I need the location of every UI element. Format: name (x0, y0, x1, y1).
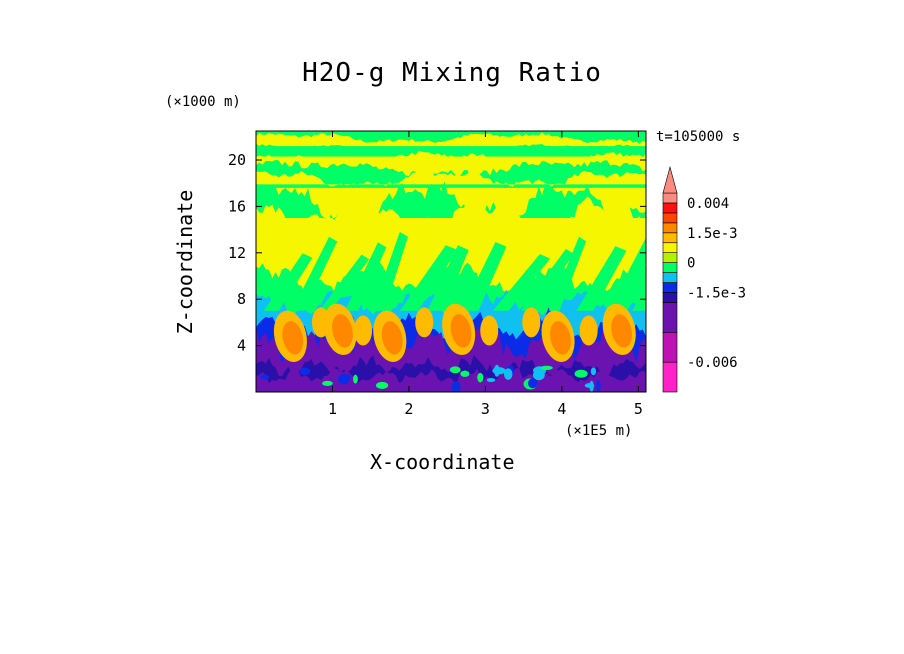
top-yellow-streak (256, 132, 646, 147)
plume-small (312, 307, 330, 338)
plume-core (550, 321, 571, 355)
green-finger (427, 245, 469, 311)
surface-speckle (322, 380, 333, 386)
colorbar-swatch (662, 192, 678, 204)
x-tick-label: 1 (328, 400, 337, 418)
colorbar-swatch (662, 242, 678, 253)
colorbar-label: -0.006 (687, 355, 738, 371)
surface-speckle (589, 380, 594, 392)
upper-green-streak (256, 143, 646, 157)
colorbar-swatch (662, 202, 678, 214)
x-axis-unit: (×1E5 m) (565, 423, 633, 439)
surface-speckle (299, 367, 311, 376)
surface-speckle (477, 372, 484, 383)
plume-small (354, 315, 373, 346)
chart-title: H2O-g Mixing Ratio (302, 58, 602, 88)
x-tick-label: 3 (481, 400, 490, 418)
colorbar-swatch (662, 331, 678, 363)
colorbar-label: 1.5e-3 (687, 226, 738, 242)
colorbar-label: 0.004 (687, 196, 729, 212)
colorbar-swatch (662, 361, 678, 393)
green-finger (291, 236, 338, 311)
green-finger (263, 253, 313, 311)
surface-speckle (590, 367, 597, 376)
field (256, 131, 646, 392)
green-finger (372, 231, 408, 311)
green-finger (461, 241, 507, 311)
green-finger (548, 236, 587, 311)
colorbar-swatch (662, 232, 678, 244)
plume-core (611, 314, 633, 348)
colorbar-swatch (662, 292, 678, 303)
colorbar: 0.004 1.5e-3 0 -1.5e-3 -0.006 (662, 165, 746, 393)
y-tick-label: 12 (228, 244, 246, 262)
colorbar-swatch (662, 282, 678, 293)
z-axis-unit: (×1000 m) (165, 94, 241, 110)
surface-speckle (338, 373, 350, 385)
plume-small (579, 315, 598, 346)
plume-small (522, 307, 541, 338)
surface-speckle (449, 366, 461, 374)
surface-speckle (527, 378, 538, 389)
yellow-lens (256, 170, 646, 187)
surface-purple (256, 367, 646, 392)
green-finger (521, 248, 575, 311)
time-label: t=105000 s (656, 129, 741, 145)
plume-core (332, 314, 353, 348)
green-finger (607, 237, 646, 311)
green-finger (632, 286, 646, 311)
x-tick-label: 5 (634, 400, 643, 418)
plume-core (450, 314, 472, 348)
y-tick-label: 16 (228, 197, 246, 215)
plot-area (256, 131, 646, 392)
surface-speckle (460, 370, 470, 377)
colorbar-swatch (662, 212, 678, 224)
surface-speckle (376, 381, 389, 389)
green-finger (399, 245, 458, 311)
plume-small (480, 315, 499, 346)
green-finger (344, 242, 387, 311)
x-tick-label: 4 (557, 400, 566, 418)
green-finger (576, 246, 627, 311)
colorbar-arrow (662, 165, 678, 194)
surface-speckle (260, 374, 270, 380)
surface-speckle (595, 379, 601, 392)
colorbar-swatch (662, 222, 678, 234)
surface-speckle (503, 368, 513, 380)
y-tick-label: 20 (228, 151, 246, 169)
colorbar-swatch (662, 262, 678, 273)
colorbar-swatch (662, 272, 678, 283)
green-finger (318, 254, 370, 311)
colorbar-label: -1.5e-3 (687, 286, 746, 302)
surface-speckle (353, 374, 358, 384)
colorbar-label: 0 (687, 256, 695, 272)
colorbar-swatch (662, 252, 678, 263)
plot-frame (255, 130, 647, 393)
y-tick-label: 8 (237, 290, 246, 308)
surface-speckle (451, 381, 461, 392)
surface-speckle (494, 364, 500, 377)
y-tick-label: 4 (237, 337, 246, 355)
plume-small (415, 307, 434, 338)
upper-trop-yellow (256, 195, 646, 288)
x-tick-label: 2 (404, 400, 413, 418)
colorbar-swatch (662, 302, 678, 333)
x-axis-label: X-coordinate (370, 450, 515, 474)
plume-core (381, 321, 403, 355)
surface-speckle (486, 378, 496, 383)
surface-speckle (540, 365, 553, 371)
green-finger (492, 254, 551, 311)
surface-speckle (574, 369, 588, 378)
plume-core (282, 321, 304, 355)
